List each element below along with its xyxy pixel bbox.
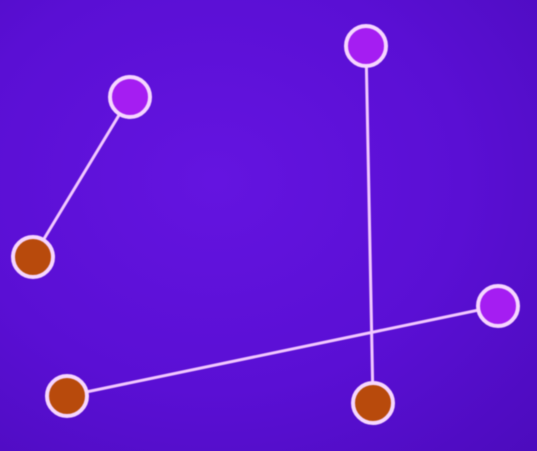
- edge-p3-o3: [65, 304, 500, 398]
- node-orange-o2: [351, 381, 395, 425]
- node-orange-o1: [11, 235, 55, 279]
- node-purple-p1: [108, 75, 152, 119]
- node-orange-o3: [45, 374, 89, 418]
- node-purple-p3: [476, 284, 520, 328]
- edges-layer: [31, 44, 500, 405]
- edge-p2-o2: [364, 44, 375, 405]
- node-purple-p2: [344, 24, 388, 68]
- nodes-layer: [11, 24, 520, 425]
- edge-p1-o1: [31, 95, 132, 259]
